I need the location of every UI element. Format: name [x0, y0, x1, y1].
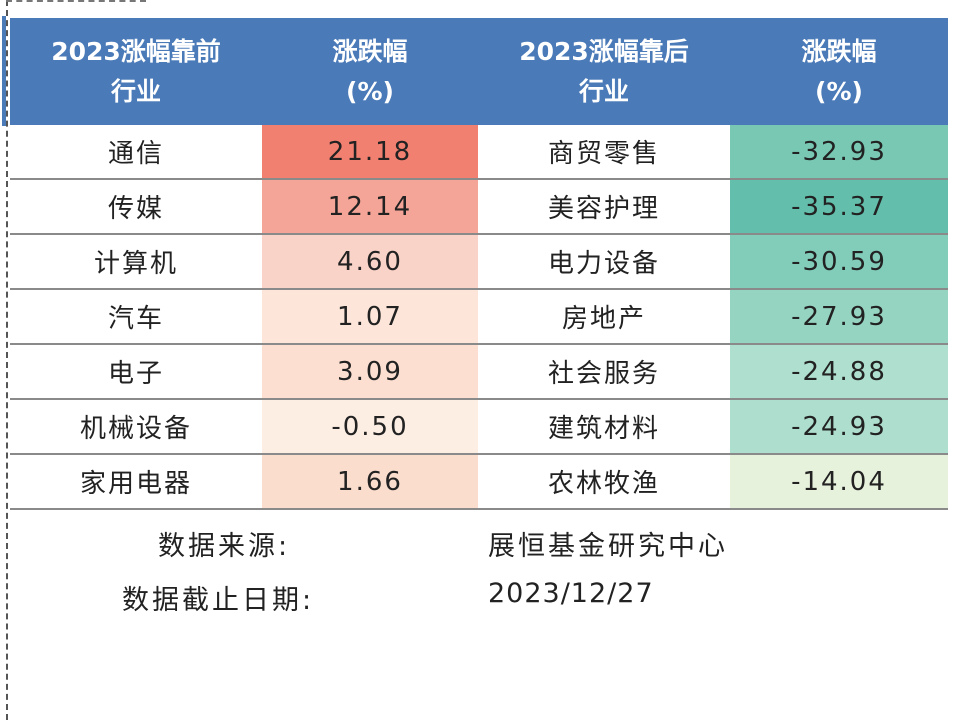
- bottom-industry-cell: 美容护理: [478, 179, 730, 235]
- bottom-change-cell: -27.93: [730, 289, 948, 345]
- table-row: 家用电器 1.66 农林牧渔 -14.04: [10, 454, 948, 510]
- bottom-industry-cell: 建筑材料: [478, 399, 730, 455]
- bottom-change-cell: -24.88: [730, 344, 948, 400]
- bottom-change-cell: -35.37: [730, 179, 948, 235]
- industry-performance-table: 2023涨幅靠前 行业 涨跌幅 (%) 2023涨幅靠后 行业 涨跌幅 (%) …: [10, 18, 948, 510]
- bottom-industry-cell: 商贸零售: [478, 125, 730, 180]
- header-top-industry: 2023涨幅靠前 行业: [10, 18, 262, 125]
- top-industry-cell: 机械设备: [10, 399, 262, 455]
- table-row: 汽车 1.07 房地产 -27.93: [10, 289, 948, 345]
- bottom-change-cell: -24.93: [730, 399, 948, 455]
- top-dashed-border: [6, 0, 146, 2]
- top-industry-cell: 计算机: [10, 234, 262, 290]
- table-row: 电子 3.09 社会服务 -24.88: [10, 344, 948, 400]
- source-value: 展恒基金研究中心: [488, 531, 728, 562]
- top-change-cell: -0.50: [262, 399, 478, 455]
- header-bottom-industry: 2023涨幅靠后 行业: [478, 18, 730, 125]
- selection-marker: [2, 16, 6, 126]
- date-label: 数据截止日期:: [122, 585, 315, 616]
- header-top-change: 涨跌幅 (%): [262, 18, 478, 125]
- top-change-cell: 4.60: [262, 234, 478, 290]
- top-change-cell: 1.07: [262, 289, 478, 345]
- top-industry-cell: 传媒: [10, 179, 262, 235]
- table-row: 计算机 4.60 电力设备 -30.59: [10, 234, 948, 290]
- top-industry-cell: 汽车: [10, 289, 262, 345]
- header-row: 2023涨幅靠前 行业 涨跌幅 (%) 2023涨幅靠后 行业 涨跌幅 (%): [10, 18, 948, 125]
- table-row: 传媒 12.14 美容护理 -35.37: [10, 179, 948, 235]
- table-row: 通信 21.18 商贸零售 -32.93: [10, 125, 948, 180]
- bottom-industry-cell: 电力设备: [478, 234, 730, 290]
- top-industry-cell: 电子: [10, 344, 262, 400]
- top-change-cell: 3.09: [262, 344, 478, 400]
- top-change-cell: 1.66: [262, 454, 478, 510]
- date-value: 2023/12/27: [488, 578, 654, 609]
- table-row: 机械设备 -0.50 建筑材料 -24.93: [10, 399, 948, 455]
- bottom-change-cell: -14.04: [730, 454, 948, 510]
- top-change-cell: 12.14: [262, 179, 478, 235]
- bottom-industry-cell: 房地产: [478, 289, 730, 345]
- bottom-change-cell: -32.93: [730, 125, 948, 180]
- bottom-industry-cell: 社会服务: [478, 344, 730, 400]
- header-bottom-change: 涨跌幅 (%): [730, 18, 948, 125]
- left-dashed-border: [6, 0, 8, 720]
- top-industry-cell: 通信: [10, 125, 262, 180]
- source-label: 数据来源:: [158, 531, 291, 562]
- bottom-change-cell: -30.59: [730, 234, 948, 290]
- top-industry-cell: 家用电器: [10, 454, 262, 510]
- top-change-cell: 21.18: [262, 125, 478, 180]
- bottom-industry-cell: 农林牧渔: [478, 454, 730, 510]
